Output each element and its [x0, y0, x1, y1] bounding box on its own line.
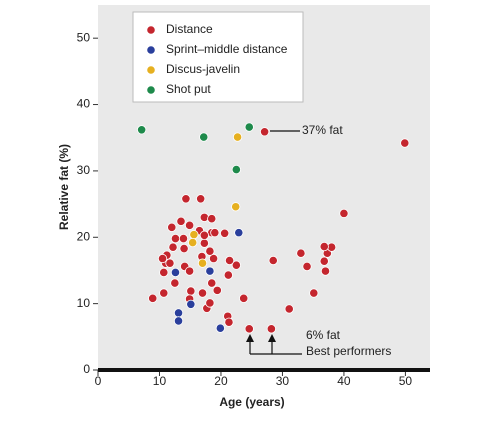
x-tick-label: 0	[95, 374, 102, 388]
point	[173, 316, 184, 326]
point	[189, 230, 199, 240]
point	[199, 132, 209, 142]
x-tick-label: 20	[214, 374, 228, 388]
y-tick-label: 10	[77, 296, 91, 310]
point	[196, 194, 206, 204]
point	[197, 258, 208, 268]
point	[296, 248, 306, 258]
point	[167, 222, 177, 232]
point	[170, 234, 181, 244]
point	[205, 266, 215, 276]
point	[176, 216, 186, 226]
point	[185, 266, 195, 276]
legend-marker	[146, 65, 156, 75]
x-tick-label: 10	[153, 374, 167, 388]
legend-marker	[146, 45, 156, 55]
point	[266, 324, 276, 334]
point	[173, 308, 184, 318]
y-tick-label: 0	[83, 362, 90, 376]
point	[199, 212, 209, 222]
point	[205, 298, 215, 308]
point	[208, 253, 219, 264]
point	[284, 304, 294, 314]
legend-box	[132, 11, 304, 103]
point	[215, 323, 225, 333]
point	[239, 293, 249, 303]
point	[232, 132, 243, 142]
y-tick-label: 50	[77, 30, 91, 44]
point	[137, 125, 147, 135]
legend-marker	[146, 85, 156, 95]
legend-label: Discus-javelin	[166, 62, 240, 76]
point	[159, 267, 169, 278]
x-axis-label: Age (years)	[219, 395, 284, 409]
point	[186, 299, 196, 309]
point	[224, 317, 234, 327]
point	[244, 122, 254, 132]
y-tick-label: 30	[77, 163, 91, 177]
point	[400, 138, 410, 148]
x-tick-label: 30	[276, 374, 290, 388]
point	[309, 288, 319, 298]
point	[339, 208, 349, 218]
point	[244, 324, 254, 334]
annotation: Best performers	[306, 344, 391, 358]
point	[168, 242, 178, 252]
legend-label: Sprint–middle distance	[166, 42, 288, 56]
point	[181, 194, 191, 204]
point	[302, 261, 312, 272]
point	[260, 127, 270, 137]
point	[159, 288, 169, 298]
point	[231, 260, 241, 270]
point	[268, 255, 278, 266]
point	[197, 288, 208, 298]
annotation-arrows	[246, 334, 276, 342]
point	[231, 202, 241, 212]
point	[148, 293, 158, 303]
point	[234, 228, 244, 238]
point	[320, 266, 331, 276]
point	[178, 234, 189, 244]
point	[231, 164, 241, 175]
point	[319, 241, 329, 252]
point	[170, 267, 181, 278]
point	[165, 258, 175, 268]
point	[179, 243, 189, 254]
y-tick-label: 40	[77, 97, 91, 111]
point	[224, 255, 235, 266]
point	[207, 278, 217, 288]
point	[185, 220, 195, 230]
point	[212, 285, 222, 295]
legend-label: Distance	[166, 22, 213, 36]
y-axis-label: Relative fat (%)	[57, 144, 71, 230]
point	[220, 228, 230, 238]
point	[223, 270, 233, 280]
annotation: 6% fat	[306, 328, 341, 342]
point	[207, 214, 217, 224]
y-tick-label: 20	[77, 229, 91, 243]
x-tick-label: 40	[337, 374, 351, 388]
point	[199, 230, 209, 240]
point	[186, 286, 196, 296]
point	[188, 237, 198, 248]
legend-marker	[146, 25, 156, 35]
point	[170, 278, 180, 288]
point	[210, 228, 220, 238]
point	[205, 246, 215, 256]
point	[199, 238, 209, 248]
point	[157, 253, 168, 264]
point	[319, 256, 329, 266]
annotation: 37% fat	[302, 123, 343, 137]
x-tick-label: 50	[399, 374, 413, 388]
legend-label: Shot put	[166, 82, 211, 96]
